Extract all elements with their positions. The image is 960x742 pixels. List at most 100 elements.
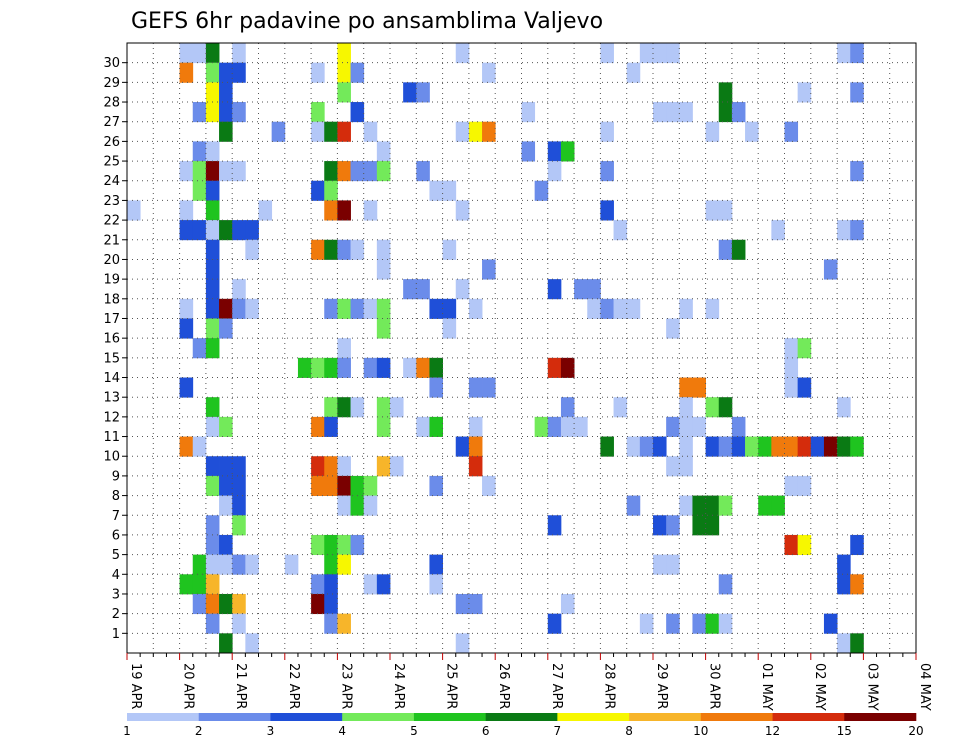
heatmap-cell [666, 515, 680, 536]
y-tick-label: 15 [103, 351, 120, 366]
colorbar-swatch [700, 713, 773, 721]
y-tick-label: 29 [103, 76, 120, 91]
heatmap-cell [705, 200, 720, 221]
heatmap-cell [350, 534, 365, 556]
heatmap-cell [232, 495, 246, 516]
heatmap-cell [127, 200, 141, 221]
heatmap-cell [337, 397, 351, 418]
heatmap-cell [363, 475, 378, 496]
heatmap-cell [205, 259, 220, 280]
heatmap-cell [179, 436, 194, 457]
heatmap-cell [692, 495, 706, 516]
heatmap-cell [337, 62, 351, 83]
heatmap-cell [850, 436, 864, 457]
heatmap-cell [745, 121, 759, 142]
heatmap-cell [455, 200, 470, 221]
heatmap-cell [850, 43, 864, 64]
x-tick-label: 29 APR [654, 663, 669, 709]
y-tick-label: 10 [103, 450, 120, 465]
y-tick-label: 16 [103, 332, 120, 347]
heatmap-cell [311, 102, 325, 123]
heatmap-cell [468, 456, 483, 477]
heatmap-cell [771, 436, 785, 457]
heatmap-cell [600, 436, 614, 457]
x-tick-label: 27 APR [549, 663, 564, 709]
heatmap-cell [784, 534, 799, 556]
heatmap-cell [705, 397, 720, 418]
heatmap-cell [810, 436, 825, 457]
heatmap-cell [587, 298, 601, 319]
heatmap-cell [731, 102, 746, 123]
heatmap-cell [797, 436, 812, 457]
heatmap-cell [784, 338, 799, 359]
heatmap-cell [363, 200, 378, 221]
colorbar: 1 2 3 4 5 6 7 8 10 12 15 20 [123, 713, 924, 738]
heatmap-cell [179, 318, 194, 339]
heatmap-cell [232, 456, 246, 477]
heatmap-cell [337, 43, 351, 64]
heatmap-cell [376, 574, 391, 595]
heatmap-cell [429, 475, 443, 496]
heatmap-cell [534, 416, 549, 437]
heatmap-cell [324, 239, 338, 260]
heatmap-cell [613, 220, 628, 241]
heatmap-cell [337, 200, 351, 221]
heatmap-cell [731, 239, 746, 260]
heatmap-cell [205, 43, 220, 64]
heatmap-cell [403, 357, 417, 378]
heatmap-cell [416, 82, 430, 103]
heatmap-cell [205, 82, 220, 103]
heatmap-cell [363, 495, 378, 516]
heatmap-cell [205, 220, 220, 241]
y-tick-label: 24 [103, 174, 120, 189]
heatmap-cell [679, 495, 693, 516]
heatmap-cell [626, 298, 641, 319]
heatmap-cell [205, 515, 220, 536]
x-tick-label: 19 APR [128, 663, 143, 709]
heatmap-cell [705, 298, 720, 319]
heatmap-cell [376, 416, 391, 437]
heatmap-cell [574, 416, 588, 437]
heatmap-cell [245, 220, 259, 241]
colorbar-swatch [629, 713, 702, 721]
y-tick-label: 2 [112, 607, 120, 622]
x-tick-label: 25 APR [444, 663, 459, 709]
y-tick-label: 5 [112, 548, 120, 563]
heatmap-cell [797, 534, 812, 556]
y-tick-label: 26 [103, 135, 120, 150]
heatmap-cell [258, 200, 273, 221]
heatmap-cell [192, 180, 207, 201]
heatmap-cell [600, 298, 614, 319]
heatmap-cell [534, 180, 549, 201]
heatmap-cell [232, 43, 246, 64]
heatmap-cell [731, 436, 746, 457]
y-tick-label: 3 [112, 587, 120, 602]
heatmap-cell [219, 121, 233, 142]
heatmap-cell [376, 259, 391, 280]
heatmap-cell [482, 121, 496, 142]
heatmap-cell [324, 534, 338, 556]
heatmap-cell [416, 416, 430, 437]
heatmap-cell [219, 554, 233, 575]
heatmap-cell [376, 161, 391, 182]
heatmap-cell [692, 416, 706, 437]
colorbar-swatch [342, 713, 415, 721]
heatmap-cell [692, 613, 706, 634]
heatmap-cell [337, 161, 351, 182]
heatmap-cell [771, 220, 785, 241]
y-tick-label: 12 [103, 410, 120, 425]
heatmap-cell [219, 475, 233, 496]
colorbar-label: 5 [410, 724, 418, 738]
heatmap-cell [324, 416, 338, 437]
heatmap-cell [666, 613, 680, 634]
heatmap-cell [205, 554, 220, 575]
y-tick-label: 18 [103, 292, 120, 307]
heatmap-cell [784, 121, 799, 142]
heatmap-cell [219, 62, 233, 83]
heatmap-cell [600, 161, 614, 182]
heatmap-cell [613, 397, 628, 418]
heatmap-cell [455, 121, 470, 142]
heatmap-cell [324, 357, 338, 378]
heatmap-cell [416, 279, 430, 300]
heatmap-cell [679, 397, 693, 418]
